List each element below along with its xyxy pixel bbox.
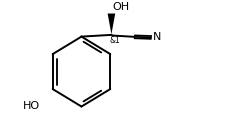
Text: HO: HO	[23, 101, 40, 111]
Text: N: N	[153, 32, 161, 42]
Text: &1: &1	[109, 36, 120, 45]
Text: OH: OH	[113, 2, 130, 12]
Polygon shape	[108, 14, 115, 34]
